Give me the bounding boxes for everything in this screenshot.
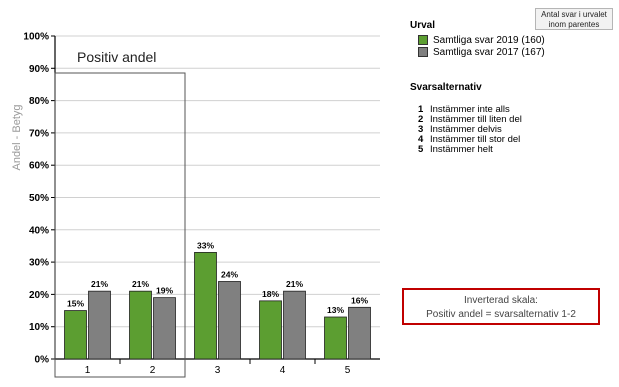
answer-alternatives-title: Svarsalternativ — [410, 82, 482, 93]
bar-2019 — [259, 300, 282, 360]
alternative-number: 4 — [418, 134, 424, 145]
sample-count-note-line-2: inom parentes — [548, 20, 600, 29]
alternative-text: Instämmer till liten del — [430, 114, 522, 125]
y-tick-label: 30% — [29, 258, 49, 269]
bar-chart: 0% 10% 20% 30% 40% 50% 60% 70% 80% 90% 100% Andel -… — [11, 32, 380, 378]
alternative-number: 2 — [418, 114, 424, 125]
bar-data-label: 18% — [262, 289, 279, 299]
answer-alternatives: Svarsalternativ 1 Instämmer inte alls 2 In… — [410, 82, 522, 155]
legend-label-2017: Samtliga svar 2017 (167) — [433, 46, 545, 58]
y-tick-label: 50% — [29, 193, 49, 204]
bar-data-label: 33% — [197, 240, 214, 250]
legend-swatch-2017 — [418, 47, 428, 57]
y-tick-label: 70% — [29, 128, 49, 139]
y-tick-label: 90% — [29, 64, 49, 75]
y-tick-label: 0% — [35, 355, 50, 366]
alternative-item: 4 Instämmer till stor del — [418, 135, 522, 145]
bar-2017 — [348, 306, 371, 360]
y-tick-label: 100% — [23, 32, 49, 43]
alternative-text: Instämmer helt — [430, 144, 493, 155]
y-axis-label: Andel - Betyg — [11, 104, 23, 170]
y-tick-label: 80% — [29, 96, 49, 107]
bar-2019 — [64, 310, 87, 360]
legend-item-2019: Samtliga svar 2019 (160) — [418, 34, 545, 46]
alternative-text: Instämmer till stor del — [430, 134, 521, 145]
bar-data-label: 21% — [286, 279, 303, 289]
legend-title: Urval — [410, 20, 436, 31]
bar-data-label: 15% — [67, 299, 84, 309]
y-tick-label: 40% — [29, 225, 49, 236]
inverted-scale-text: Positiv andel = svarsalternativ 1-2 — [426, 309, 576, 320]
x-tick-label: 3 — [215, 365, 221, 376]
bar-data-label: 16% — [351, 295, 368, 305]
bar-2017 — [153, 297, 176, 360]
sample-count-note: Antal svar i urvalet inom parentes — [535, 8, 613, 30]
y-tick-label: 10% — [29, 322, 49, 333]
alternative-item: 5 Instämmer helt — [418, 145, 522, 155]
sample-count-note-line-1: Antal svar i urvalet — [541, 10, 607, 19]
alternative-number: 5 — [418, 144, 424, 155]
y-tick-label: 60% — [29, 161, 49, 172]
inverted-scale-note: Inverterad skala: Positiv andel = svarsa… — [402, 288, 600, 325]
x-tick-label: 4 — [280, 365, 286, 376]
positive-share-box — [54, 72, 186, 378]
y-tick-label: 20% — [29, 290, 49, 301]
alternative-item: 1 Instämmer inte alls — [418, 105, 522, 115]
legend-label-2019: Samtliga svar 2019 (160) — [433, 34, 545, 46]
legend-item-2017: Samtliga svar 2017 (167) — [418, 46, 545, 58]
x-tick-label: 2 — [150, 365, 156, 376]
bar-data-label: 21% — [91, 279, 108, 289]
alternative-number: 3 — [418, 124, 424, 135]
bar-2019 — [324, 316, 347, 360]
bar-2017 — [283, 290, 306, 360]
alternative-number: 1 — [418, 104, 424, 115]
bar-data-label: 13% — [327, 305, 344, 315]
positive-share-label: Positiv andel — [77, 49, 156, 65]
bar-2017 — [218, 281, 241, 360]
inverted-scale-title: Inverterad skala: — [464, 295, 538, 306]
bar-data-label: 21% — [132, 279, 149, 289]
alternative-item: 3 Instämmer delvis — [418, 125, 522, 135]
bar-2017 — [88, 290, 111, 360]
alternative-item: 2 Instämmer till liten del — [418, 115, 522, 125]
alternative-text: Instämmer inte alls — [430, 104, 510, 115]
alternative-text: Instämmer delvis — [430, 124, 502, 135]
bar-data-label: 24% — [221, 269, 238, 279]
legend-swatch-2019 — [418, 35, 428, 45]
legend: Urval Samtliga svar 2019 (160) Samtliga … — [410, 20, 545, 58]
x-tick-label: 5 — [345, 365, 351, 376]
bar-data-label: 19% — [156, 286, 173, 296]
bar-2019 — [129, 290, 152, 360]
bar-2019 — [194, 252, 217, 360]
x-tick-label: 1 — [85, 365, 91, 376]
